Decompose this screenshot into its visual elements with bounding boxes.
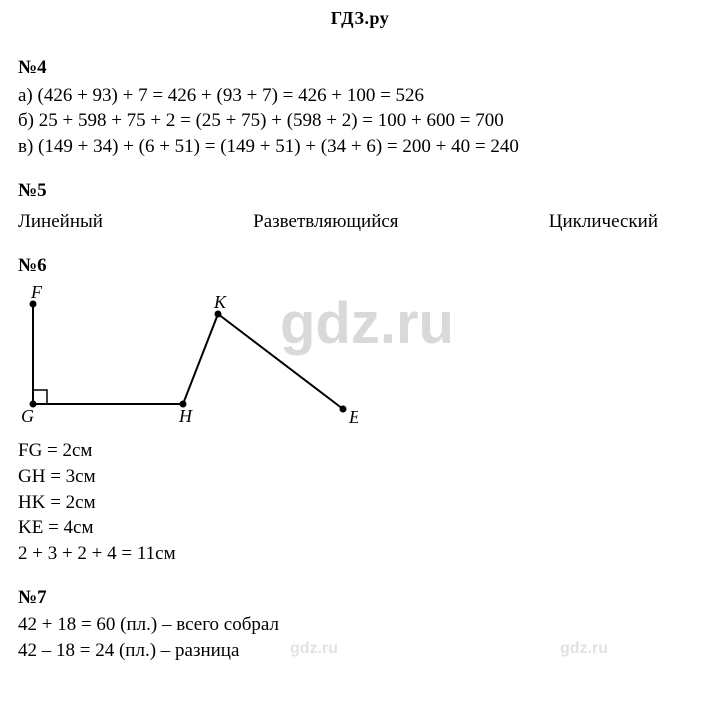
q5-type-cyclic: Циклический — [549, 209, 658, 235]
q5-types-row: Линейный Разветвляющийся Циклический — [18, 209, 658, 235]
q7-line-2: 42 – 18 = 24 (пл.) – разница — [18, 638, 702, 664]
page-header: ГДЗ.ру — [0, 0, 720, 29]
q4-title: №4 — [18, 55, 702, 81]
q6-measure-hk: HK = 2см — [18, 490, 702, 516]
page-content: №4 а) (426 + 93) + 7 = 426 + (93 + 7) = … — [0, 29, 720, 664]
q5-title: №5 — [18, 178, 702, 204]
q6-title: №6 — [18, 253, 702, 279]
q5-type-branching: Разветвляющийся — [253, 209, 398, 235]
svg-text:K: K — [213, 292, 227, 312]
q4-line-a: а) (426 + 93) + 7 = 426 + (93 + 7) = 426… — [18, 83, 702, 109]
q6-diagram: F G H K E — [18, 284, 358, 434]
q4-line-c: в) (149 + 34) + (6 + 51) = (149 + 51) + … — [18, 134, 702, 160]
polyline-diagram-svg: F G H K E — [18, 284, 358, 434]
q4-line-b: б) 25 + 598 + 75 + 2 = (25 + 75) + (598 … — [18, 108, 702, 134]
svg-text:F: F — [30, 284, 43, 302]
q6-measure-gh: GH = 3см — [18, 464, 702, 490]
q7-line-1: 42 + 18 = 60 (пл.) – всего собрал — [18, 612, 702, 638]
q6-measure-fg: FG = 2см — [18, 438, 702, 464]
q5-type-linear: Линейный — [18, 209, 103, 235]
svg-text:H: H — [178, 406, 193, 426]
q6-measure-ke: KE = 4см — [18, 515, 702, 541]
q6-measure-sum: 2 + 3 + 2 + 4 = 11см — [18, 541, 702, 567]
svg-text:E: E — [348, 407, 358, 427]
q7-title: №7 — [18, 585, 702, 611]
svg-text:G: G — [21, 406, 34, 426]
